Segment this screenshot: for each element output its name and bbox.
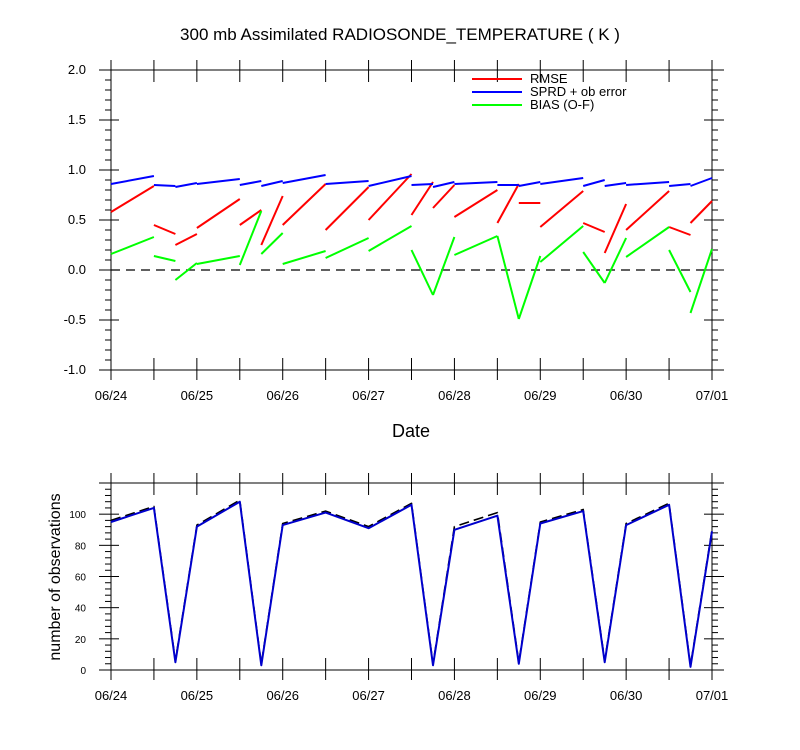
series-0-0-segment-6: [260, 195, 284, 246]
series-0-2-segment-18: [625, 226, 670, 258]
series-0-1-segment-3: [196, 178, 240, 185]
series-0-0-segment-13: [496, 183, 520, 224]
series-0-2-segment-4: [196, 255, 240, 265]
series-0-1-segment-8: [368, 175, 412, 187]
y-tick-label: 2.0: [68, 62, 86, 77]
series-0-2-segment-8: [325, 237, 370, 259]
x-tick-label: 06/27: [352, 688, 385, 703]
series-0-1-segment-14: [540, 177, 584, 185]
x-tick-label: 06/25: [181, 388, 214, 403]
series-0-2-segment-16: [582, 251, 606, 284]
series-0-2-segment-14: [517, 255, 542, 320]
y-tick-label: 100: [69, 510, 86, 521]
plot-frame-0: [110, 69, 713, 371]
series-0-1-segment-6: [282, 174, 326, 184]
y-tick-label: 0: [80, 666, 86, 677]
y-tick-label: 20: [75, 635, 87, 646]
series-0-1-segment-5: [261, 180, 283, 187]
series-0-1-segment-11: [454, 181, 498, 185]
y-tick-label: 0.0: [68, 262, 86, 277]
x-tick-label: 06/26: [266, 688, 299, 703]
series-0-0-segment-12: [453, 189, 498, 218]
series-0-0-segment-2: [174, 233, 198, 246]
series-0-1-segment-7: [325, 180, 369, 185]
series-0-1-segment-16: [604, 182, 627, 187]
series-0-0-segment-15: [539, 190, 584, 228]
y-tick-label: 0.5: [68, 212, 86, 227]
x-tick-label: 06/29: [524, 388, 557, 403]
series-0-0-segment-18: [625, 190, 670, 231]
series-0-0-segment-0: [110, 185, 155, 213]
y-tick-label: 40: [75, 604, 87, 615]
y-tick-label: -0.5: [64, 312, 86, 327]
series-0-0-segment-5: [239, 209, 262, 226]
x-tick-label: 06/30: [610, 688, 643, 703]
series-0-0-segment-1: [153, 224, 176, 235]
series-0-0-segment-8: [324, 186, 370, 231]
series-0-2-segment-15: [539, 225, 584, 263]
legend-label-2: BIAS (O-F): [530, 97, 594, 112]
series-0-0-segment-11: [432, 184, 456, 209]
series-1-1-segment-0: [110, 500, 713, 668]
series-0-1-segment-10: [432, 181, 455, 188]
series-0-0-segment-16: [582, 222, 606, 233]
legend-label-1: SPRD + ob error: [530, 84, 627, 99]
series-0-1-segment-19: [690, 177, 713, 187]
series-0-2-segment-13: [496, 235, 520, 320]
series-0-2-segment-2: [174, 262, 198, 281]
series-0-1-segment-18: [669, 183, 691, 187]
series-0-0-segment-9: [367, 173, 413, 221]
series-0-2-segment-11: [432, 236, 456, 296]
y-tick-label: 1.5: [68, 112, 86, 127]
series-0-1-segment-17: [626, 181, 670, 186]
x-tick-label: 06/24: [95, 388, 128, 403]
series-0-2-segment-10: [410, 249, 434, 296]
series-0-1-segment-2: [175, 182, 198, 188]
series-0-2-segment-17: [603, 237, 628, 284]
y-axis-title: number of observations: [47, 493, 64, 660]
series-0-2-segment-6: [260, 232, 284, 255]
x-tick-label: 06/26: [266, 388, 299, 403]
series-0-1-segment-13: [518, 181, 541, 187]
series-0-1-segment-0: [110, 175, 155, 185]
chart-title: 300 mb Assimilated RADIOSONDE_TEMPERATUR…: [180, 25, 620, 44]
series-0-1-segment-9: [411, 183, 434, 186]
x-tick-label: 07/01: [696, 688, 729, 703]
series-0-2-segment-7: [282, 250, 326, 265]
series-0-0-segment-7: [282, 183, 327, 226]
series-0-2-segment-5: [238, 210, 263, 266]
y-tick-label: 80: [75, 541, 87, 552]
series-0-1-segment-4: [239, 180, 262, 186]
series-0-0-segment-10: [410, 181, 434, 216]
series-0-2-segment-19: [668, 249, 692, 293]
series-0-1-segment-1: [153, 184, 176, 187]
series-0-0-segment-4: [196, 198, 241, 229]
series-0-0-segment-20: [689, 200, 713, 224]
legend-label-0: RMSE: [530, 71, 568, 86]
series-0-0-segment-19: [668, 226, 691, 236]
series-0-1-segment-15: [582, 179, 605, 187]
x-tick-label: 06/25: [181, 688, 214, 703]
x-tick-label: 06/27: [352, 388, 385, 403]
series-0-2-segment-0: [110, 236, 155, 255]
y-tick-label: -1.0: [64, 362, 86, 377]
y-tick-label: 1.0: [68, 162, 86, 177]
series-0-2-segment-12: [453, 235, 498, 256]
x-tick-label: 06/29: [524, 688, 557, 703]
series-0-2-segment-1: [153, 255, 176, 262]
y-tick-label: 60: [75, 573, 87, 584]
x-axis-title: Date: [392, 421, 430, 441]
x-tick-label: 06/28: [438, 688, 471, 703]
series-0-0-segment-17: [603, 203, 628, 254]
x-tick-label: 06/30: [610, 388, 643, 403]
x-tick-label: 07/01: [696, 388, 729, 403]
x-tick-label: 06/24: [95, 688, 128, 703]
x-tick-label: 06/28: [438, 388, 471, 403]
series-0-2-segment-9: [368, 225, 413, 252]
series-0-2-segment-20: [689, 248, 713, 314]
